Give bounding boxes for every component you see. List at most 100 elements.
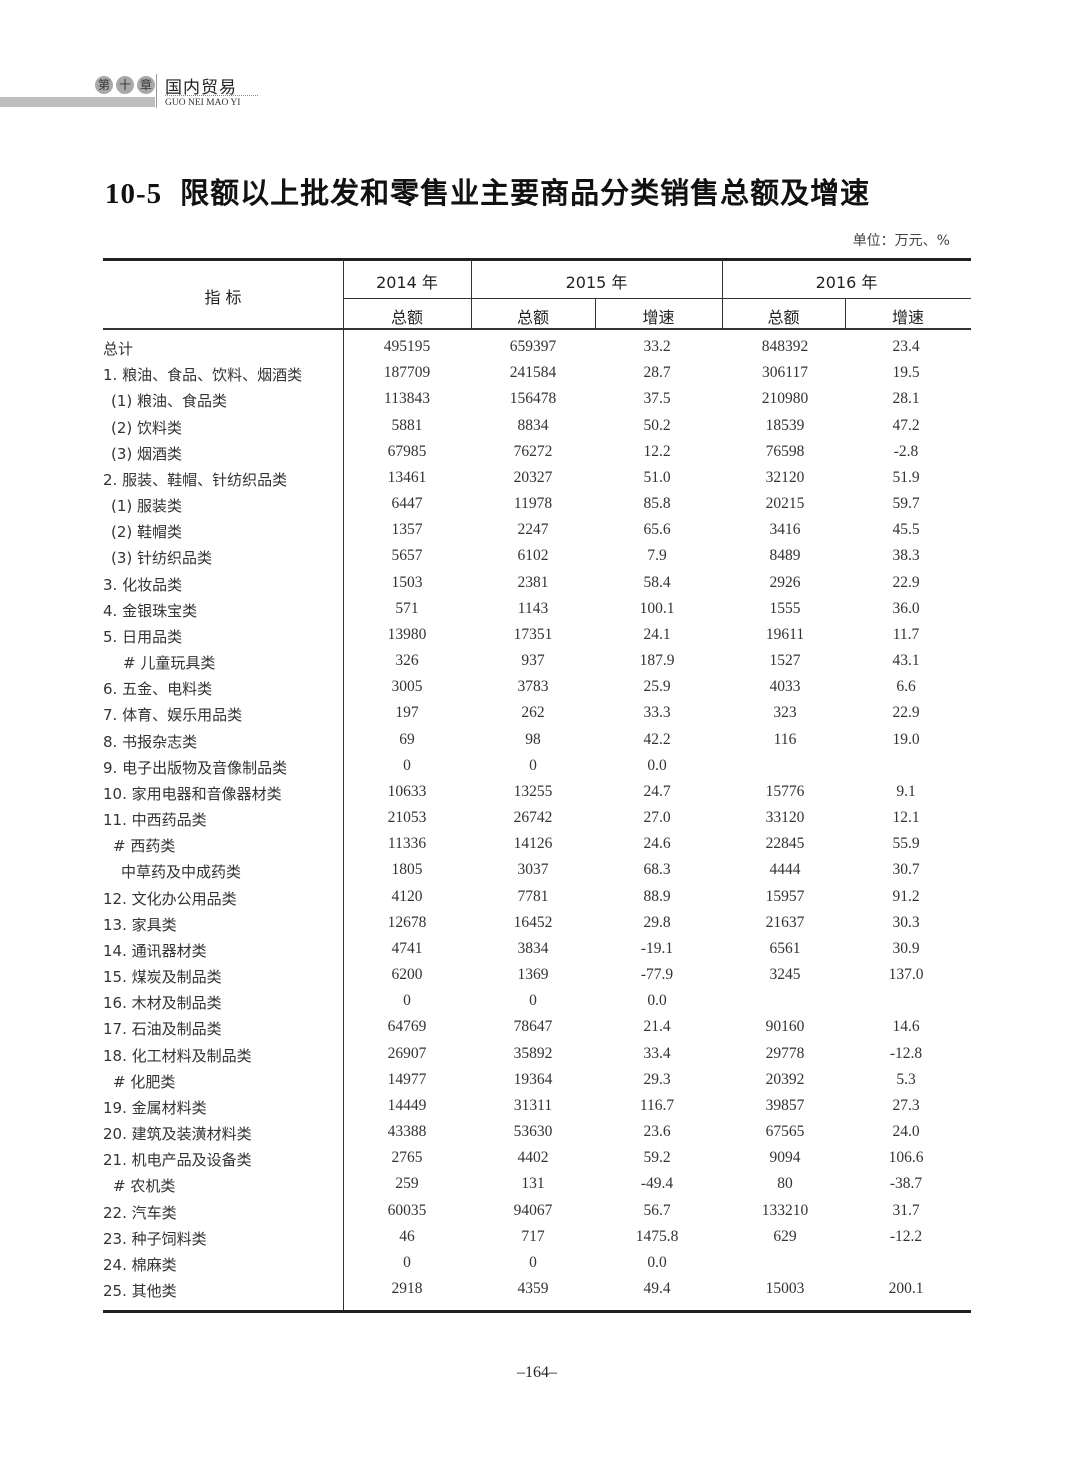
total-cell: 90160	[765, 1018, 805, 1036]
row-label: 22. 汽车类	[103, 1203, 177, 1222]
column-divider	[343, 260, 344, 1312]
row-label: 7. 体育、娱乐用品类	[103, 706, 243, 725]
total-cell: 43388	[387, 1123, 427, 1141]
header-indicator: 指 标	[204, 288, 242, 307]
total-cell: 937	[521, 652, 545, 670]
total-cell: 0	[529, 756, 537, 774]
table-row: 15. 煤炭及制品类 6200 1369 -77.9 3245 137.0	[103, 963, 971, 989]
total-cell: 1555	[769, 599, 801, 617]
growth-cell: 23.4	[892, 338, 920, 355]
growth-cell: 29.8	[643, 913, 671, 931]
total-cell: 3005	[391, 678, 423, 696]
total-cell: 3037	[517, 861, 549, 879]
total-cell: 0	[529, 1253, 537, 1271]
growth-cell: 33.4	[643, 1044, 671, 1062]
total-cell: 26742	[513, 809, 553, 827]
table-row: 20. 建筑及装潢材料类 43388 53630 23.6 67565 24.0	[103, 1120, 971, 1146]
growth-cell: 25.9	[643, 678, 671, 696]
header-year-2015: 2015 年	[565, 273, 628, 292]
total-cell: 0	[529, 992, 537, 1010]
total-cell: 1527	[769, 652, 801, 670]
total-cell: 14977	[387, 1070, 427, 1088]
table-row: # 儿童玩具类 326 937 187.9 1527 43.1	[103, 649, 971, 675]
total-cell: 3245	[769, 966, 801, 984]
total-cell: 659397	[509, 338, 557, 355]
growth-cell: 37.5	[643, 390, 671, 408]
table-row: 13. 家具类 12678 16452 29.8 21637 30.3	[103, 911, 971, 937]
total-cell: 20392	[765, 1070, 805, 1088]
row-label: (3) 烟酒类	[111, 444, 183, 463]
row-label: 13. 家具类	[103, 915, 177, 934]
total-cell: 8489	[769, 547, 801, 565]
total-cell: 3834	[517, 939, 549, 957]
total-cell: 717	[521, 1227, 545, 1245]
growth-cell: 30.3	[892, 913, 920, 931]
table-row: 22. 汽车类 60035 94067 56.7 133210 31.7	[103, 1199, 971, 1225]
total-cell: 116	[773, 730, 797, 748]
growth-cell: 56.7	[643, 1201, 671, 1219]
growth-cell: 24.6	[643, 835, 671, 853]
growth-cell: -49.4	[640, 1175, 674, 1193]
row-label: 15. 煤炭及制品类	[103, 968, 222, 987]
total-cell: 2381	[517, 573, 549, 591]
row-label: 11. 中西药品类	[103, 811, 207, 830]
total-cell: 17351	[513, 625, 553, 643]
header-year-2014: 2014 年	[376, 273, 438, 292]
row-label: 10. 家用电器和音像器材类	[103, 784, 282, 803]
growth-cell: 23.6	[643, 1123, 671, 1141]
growth-cell: 43.1	[892, 652, 920, 670]
total-cell: 13255	[513, 782, 553, 800]
growth-cell: 137.0	[888, 966, 924, 984]
total-cell: 76598	[765, 442, 805, 460]
growth-cell: 24.1	[643, 625, 671, 643]
section-title: 国内贸易	[165, 78, 237, 98]
column-divider	[595, 298, 596, 328]
row-label: 8. 书报杂志类	[103, 732, 198, 751]
table-row: 14. 通讯器材类 4741 3834 -19.1 6561 30.9	[103, 937, 971, 963]
growth-cell: 27.0	[643, 809, 671, 827]
total-cell: 15957	[765, 887, 805, 905]
total-cell: 4402	[517, 1149, 549, 1167]
table-row: 24. 棉麻类 0 0 0.0	[103, 1251, 971, 1277]
total-cell: 326	[395, 652, 419, 670]
row-label: 24. 棉麻类	[103, 1255, 177, 1274]
growth-cell: -12.2	[889, 1227, 923, 1245]
growth-cell: 100.1	[639, 599, 675, 617]
total-cell: 18539	[765, 416, 805, 434]
total-cell: 2918	[391, 1280, 423, 1298]
total-cell: 1503	[391, 573, 423, 591]
chapter-char: 章	[137, 76, 155, 94]
total-cell: 69	[399, 730, 415, 748]
table-row: 总计 495195 659397 33.2 848392 23.4	[103, 335, 971, 361]
growth-cell: 65.6	[643, 521, 671, 539]
total-cell: 6200	[391, 966, 423, 984]
total-cell: 9094	[769, 1149, 801, 1167]
row-label: 25. 其他类	[103, 1282, 177, 1301]
total-cell: 21053	[387, 809, 427, 827]
total-cell: 1143	[517, 599, 549, 617]
total-cell: 6561	[769, 939, 801, 957]
table-row: 18. 化工材料及制品类 26907 35892 33.4 29778 -12.8	[103, 1042, 971, 1068]
column-divider	[845, 298, 846, 328]
total-cell: 5657	[391, 547, 423, 565]
growth-cell: 22.9	[892, 704, 920, 722]
total-cell: 98	[525, 730, 541, 748]
row-label: (2) 鞋帽类	[111, 523, 183, 542]
row-label: # 儿童玩具类	[123, 654, 216, 673]
growth-cell: -38.7	[889, 1175, 923, 1193]
header-divider	[343, 298, 971, 299]
growth-cell: -2.8	[893, 442, 919, 460]
total-cell: 20215	[765, 495, 805, 513]
chapter-badge: 第 十 章	[95, 76, 155, 94]
growth-cell: 51.9	[892, 468, 920, 486]
total-cell: 4359	[517, 1280, 549, 1298]
growth-cell: 11.7	[892, 625, 920, 643]
row-label: 19. 金属材料类	[103, 1098, 207, 1117]
total-cell: 156478	[509, 390, 557, 408]
chapter-char: 第	[95, 76, 113, 94]
growth-cell: 22.9	[892, 573, 920, 591]
total-cell: 16452	[513, 913, 553, 931]
total-cell: 14449	[387, 1096, 427, 1114]
growth-cell: -12.8	[889, 1044, 923, 1062]
row-label: (3) 针纺织品类	[111, 549, 213, 568]
